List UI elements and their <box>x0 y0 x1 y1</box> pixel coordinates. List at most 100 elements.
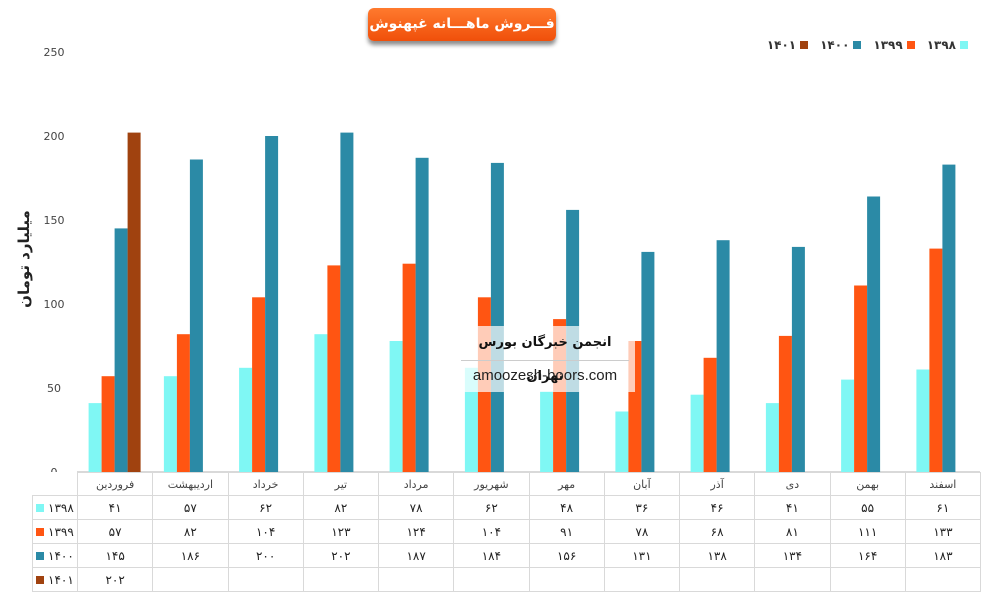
data-label: ۱۲۳ <box>302 519 380 544</box>
bar <box>314 334 328 472</box>
data-label: ۴۸ <box>528 495 605 520</box>
y-tick-label: 50 <box>47 382 61 395</box>
bar <box>942 164 956 472</box>
bar <box>176 334 190 472</box>
bar <box>791 246 805 472</box>
y-tick-label: 200 <box>44 130 65 143</box>
data-label: ۸۱ <box>754 519 831 544</box>
bar <box>327 265 341 472</box>
bar <box>615 411 629 472</box>
legend-item: ۱۳۹۸ <box>927 38 968 52</box>
data-label: ۲۰۲ <box>76 567 154 592</box>
x-tick-label: تیر <box>302 472 380 496</box>
data-label: ۵۵ <box>829 495 906 520</box>
data-label: ۴۱ <box>754 495 831 520</box>
table-row: ۱۳۹۹ ۵۷ ۸۲ ۱۰۴ ۱۲۳ ۱۲۴ ۱۰۴ ۹۱ ۷۸ ۶۸ ۸۱ ۱۱۱ ۱۳۳ <box>32 519 982 544</box>
table-row-header: ۱۴۰۰ <box>32 543 78 568</box>
bar <box>127 132 141 472</box>
data-label: ۲۰۲ <box>302 543 380 568</box>
y-tick-label: 150 <box>44 214 65 227</box>
bar <box>88 403 102 472</box>
legend-label: ۱۳۹۹ <box>873 38 903 52</box>
bar <box>841 379 855 472</box>
y-tick-label: 100 <box>44 298 65 311</box>
legend-swatch <box>960 41 968 49</box>
table-row-header: ۱۳۹۹ <box>32 519 78 544</box>
data-label <box>453 567 530 592</box>
data-label: ۶۲ <box>227 495 304 520</box>
bar <box>916 369 930 472</box>
x-tick-label: خرداد <box>227 472 304 496</box>
data-table: فروردین اردیبهشت خرداد تیر مرداد شهریور مهر آبا… <box>32 472 982 592</box>
table-row-swatch <box>36 552 44 560</box>
table-row-swatch <box>36 504 44 512</box>
legend-item: ۱۴۰۱ <box>766 38 809 52</box>
data-label: ۱۳۱ <box>603 543 681 568</box>
data-label <box>152 567 229 592</box>
bar <box>163 376 177 472</box>
bar <box>929 248 943 472</box>
legend-item: ۱۳۹۹ <box>873 38 915 52</box>
bar <box>239 367 253 472</box>
data-label <box>227 567 304 592</box>
legend: ۱۴۰۱ ۱۴۰۰ ۱۳۹۹ ۱۳۹۸ <box>767 38 968 52</box>
x-tick-label: اردیبهشت <box>152 472 229 496</box>
legend-label: ۱۴۰۰ <box>820 38 850 52</box>
bar <box>464 367 478 472</box>
x-tick-label: اسفند <box>904 472 982 496</box>
data-label: ۶۸ <box>678 519 756 544</box>
bar <box>101 376 115 472</box>
x-tick-label: شهریور <box>453 472 530 496</box>
bar <box>765 403 779 472</box>
data-label <box>904 567 982 592</box>
legend-swatch <box>853 41 862 49</box>
data-label <box>754 567 831 592</box>
bar <box>854 285 868 472</box>
y-tick-label: 0 <box>51 466 58 472</box>
data-label: ۶۲ <box>453 495 530 520</box>
x-tick-label: مهر <box>528 472 605 496</box>
data-label: ۶۱ <box>904 495 982 520</box>
watermark: انجمن خبرگان بورس تهران amoozesh-boors.c… <box>455 326 635 392</box>
table-row: ۱۳۹۸ ۴۱ ۵۷ ۶۲ ۸۲ ۷۸ ۶۲ ۴۸ ۳۶ ۴۶ ۴۱ ۵۵ ۶۱ <box>32 495 982 520</box>
data-label <box>377 567 455 592</box>
table-row-swatch <box>36 576 44 584</box>
data-label <box>302 567 380 592</box>
legend-item: ۱۴۰۰ <box>820 38 862 52</box>
legend-label: ۱۳۹۸ <box>926 38 956 52</box>
x-tick-label: بهمن <box>829 472 906 496</box>
data-label: ۱۳۳ <box>904 519 982 544</box>
x-tick-label: آذر <box>678 472 756 496</box>
data-label: ۵۷ <box>152 495 229 520</box>
data-label: ۹۱ <box>528 519 605 544</box>
data-label <box>829 567 906 592</box>
table-row-header: ۱۳۹۸ <box>32 495 78 520</box>
bar <box>867 196 881 472</box>
bar <box>389 341 403 472</box>
watermark-org-name: انجمن خبرگان بورس تهران <box>461 326 629 384</box>
data-label: ۱۲۴ <box>377 519 455 544</box>
data-label <box>603 567 681 592</box>
data-label: ۴۱ <box>76 495 154 520</box>
x-tick-label: فروردین <box>76 472 154 496</box>
bar <box>778 335 792 472</box>
legend-swatch <box>800 41 809 49</box>
bar <box>189 159 203 472</box>
chart-title: فـــروش ماهـــانه غپهنوش <box>368 8 556 41</box>
table-row-header: ۱۴۰۱ <box>32 567 78 592</box>
data-label: ۱۳۸ <box>678 543 756 568</box>
data-label: ۱۵۶ <box>528 543 605 568</box>
bar <box>265 136 279 472</box>
bar <box>252 297 266 472</box>
table-corner <box>32 472 78 496</box>
data-label: ۲۰۰ <box>227 543 304 568</box>
data-label: ۱۶۴ <box>829 543 906 568</box>
watermark-website: amoozesh-boors.com <box>472 367 618 384</box>
data-label: ۱۸۴ <box>453 543 530 568</box>
data-label <box>678 567 756 592</box>
legend-label: ۱۴۰۱ <box>766 38 797 52</box>
x-tick-label: مرداد <box>377 472 455 496</box>
data-label: ۱۴۵ <box>76 543 154 568</box>
data-label: ۱۸۶ <box>152 543 229 568</box>
bar <box>340 132 354 472</box>
